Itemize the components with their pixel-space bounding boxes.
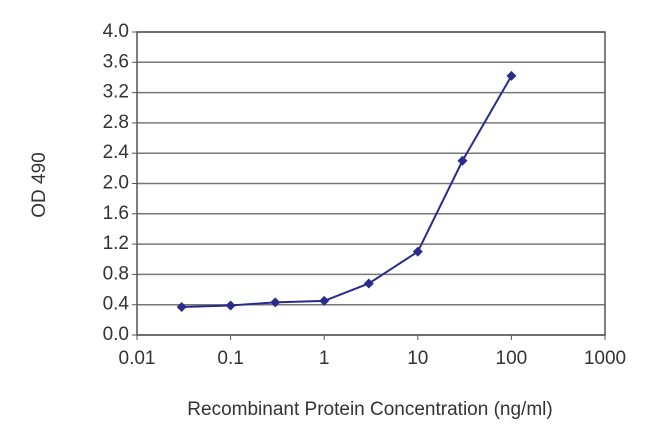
y-tick-label: 1.6 [103, 203, 129, 224]
x-tick-label: 10 [407, 348, 428, 369]
y-tick-label: 2.4 [103, 142, 130, 163]
data-point [225, 300, 236, 311]
x-tick-label: 0.01 [119, 348, 156, 369]
x-tick-label: 100 [496, 348, 528, 369]
y-tick-label: 4.0 [103, 21, 129, 42]
data-point [176, 301, 187, 312]
y-tick-label: 0.4 [103, 294, 130, 315]
y-tick-label: 2.0 [103, 173, 129, 194]
y-tick-label: 3.2 [103, 82, 129, 103]
data-line [181, 75, 513, 308]
data-point [457, 155, 468, 166]
x-tick-label: 0.1 [217, 348, 243, 369]
y-tick-label: 0.8 [103, 263, 129, 284]
data-point [363, 278, 374, 289]
data-point [270, 297, 281, 308]
data-point [412, 246, 423, 257]
y-tick-label: 3.6 [103, 51, 129, 72]
y-tick-label: 0.0 [103, 324, 129, 345]
data-point [506, 70, 517, 81]
plot-frame [136, 31, 606, 336]
y-axis-label: OD 490 [29, 152, 50, 217]
data-point [319, 295, 330, 306]
x-tick-label: 1 [319, 348, 330, 369]
y-tick-label: 2.8 [103, 112, 129, 133]
y-tick-label: 1.2 [103, 233, 129, 254]
x-tick-label: 1000 [584, 348, 626, 369]
x-axis-label: Recombinant Protein Concentration (ng/ml… [187, 399, 552, 420]
